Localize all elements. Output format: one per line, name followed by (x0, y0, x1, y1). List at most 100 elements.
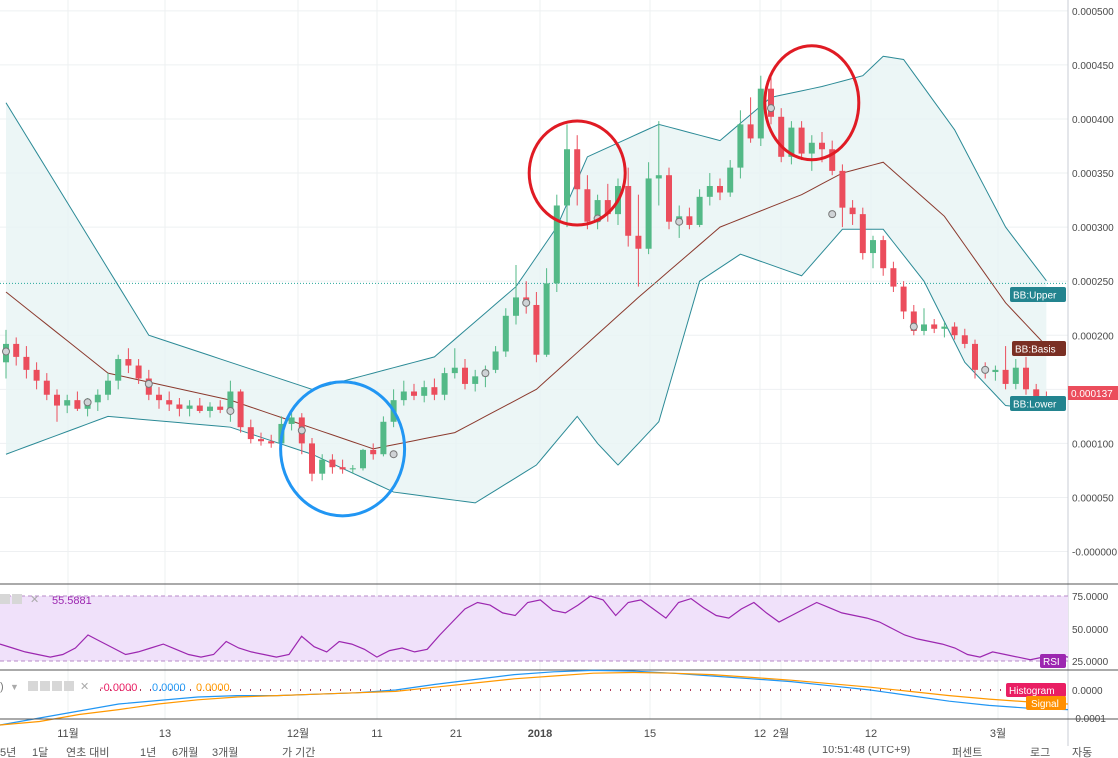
histogram-bar (860, 689, 861, 691)
macd-more-icon[interactable] (64, 681, 74, 691)
time-tick-label: 11 (371, 728, 382, 740)
candle (564, 124, 570, 228)
candle (829, 140, 836, 176)
range-6m-button[interactable]: 6개월 (172, 747, 199, 758)
rsi-tick-label: 75.0000 (1072, 592, 1109, 603)
range-5y-button[interactable]: 5년 (0, 747, 17, 758)
candle (472, 369, 479, 392)
candle (686, 207, 693, 230)
price-axis-ticks[interactable]: 0.000500 0.000450 0.000400 0.000350 0.000300… (1072, 7, 1117, 559)
macd-collapse-icon[interactable]: ) (0, 681, 4, 693)
candle (13, 337, 20, 366)
histogram-bar (750, 689, 751, 691)
candle (931, 319, 938, 334)
candle-body (1033, 389, 1040, 398)
candle-body (513, 297, 519, 316)
price-tick-label: 0.000450 (1072, 61, 1114, 72)
candle-body (329, 459, 336, 468)
histogram-bar (790, 689, 791, 691)
macd-close-icon[interactable]: ✕ (80, 681, 89, 693)
candle (604, 183, 611, 222)
candle (859, 207, 866, 260)
time-tick-label: 12 (865, 728, 877, 740)
candle (196, 397, 203, 414)
macd-eye-icon[interactable] (28, 681, 38, 691)
histogram-bar (490, 689, 491, 691)
histogram-bar (510, 689, 511, 691)
macd-settings-icon[interactable] (40, 681, 50, 691)
histogram-bar (940, 689, 941, 691)
candle-body (186, 405, 193, 409)
candle (176, 397, 183, 417)
histogram-bar (250, 689, 251, 691)
current-price-tag: 0.000137 (1068, 386, 1118, 400)
candle-body (666, 175, 672, 222)
rsi-close-icon[interactable]: ✕ (30, 594, 39, 606)
range-1y-button[interactable]: 1년 (140, 747, 157, 758)
histogram-bar (880, 689, 881, 691)
log-toggle[interactable]: 로그 (1030, 747, 1051, 758)
histogram-bar (1000, 689, 1001, 691)
candle-body (227, 391, 234, 410)
histogram-bar (300, 689, 301, 691)
candle (502, 308, 509, 357)
candle-body (115, 359, 122, 381)
candle (370, 443, 377, 460)
time-tick-label: 11월 (57, 727, 79, 740)
candle-body (258, 439, 264, 442)
candle-body (553, 205, 560, 284)
date-range-button[interactable]: 가 기간 (282, 747, 316, 758)
histogram-tag-label: Histogram (1009, 686, 1055, 697)
bb-basis-tag: BB:Basis (1012, 341, 1066, 356)
macd-chevron-icon[interactable]: ▼ (10, 682, 19, 692)
candle (533, 292, 540, 363)
range-ytd-button[interactable]: 연초 대비 (66, 747, 110, 758)
rsi-axis-ticks: 75.0000 50.0000 25.0000 (1072, 592, 1109, 668)
macd-signal-value: 0.0000 (196, 682, 230, 694)
histogram-bar (340, 689, 341, 691)
histogram-bar (270, 689, 271, 691)
candle-body (441, 373, 448, 395)
histogram-bar (120, 689, 121, 691)
candle (349, 465, 356, 474)
candle (768, 73, 774, 125)
macd-add-icon[interactable] (52, 681, 62, 691)
range-3m-button[interactable]: 3개월 (212, 747, 239, 758)
histogram-bar (930, 689, 931, 691)
candle-body (349, 468, 356, 470)
candle-body (819, 142, 825, 150)
price-tick-label: 0.000200 (1072, 331, 1114, 342)
histogram-bar (220, 689, 221, 691)
candle-body (972, 343, 978, 370)
candle (115, 354, 122, 390)
range-1m-button[interactable]: 1달 (32, 747, 49, 758)
candle-body (849, 207, 856, 215)
histogram-bar (140, 689, 141, 691)
candle (74, 391, 81, 411)
candle-body (706, 186, 713, 197)
candle (706, 173, 713, 206)
candle (237, 389, 244, 433)
bb-band-fill (6, 56, 1047, 503)
event-marker (481, 369, 490, 378)
price-tick-label: -0.000000 (1072, 548, 1117, 559)
candle-body (951, 326, 958, 336)
candle (798, 121, 805, 161)
candle-body (421, 387, 428, 396)
percent-toggle[interactable]: 퍼센트 (952, 747, 983, 758)
rsi-settings-icon[interactable] (0, 594, 10, 604)
candle (635, 194, 642, 287)
macd-tick-label: 0.0000 (1072, 686, 1103, 697)
candle-body (268, 441, 275, 444)
time-axis-ticks[interactable]: 11월 13 12월 11 21 2018 15 12 2월 12 3월 (57, 727, 1006, 740)
candle (900, 281, 907, 320)
rsi-add-icon[interactable] (12, 594, 22, 604)
candle-body (747, 124, 754, 139)
histogram-bar (920, 689, 921, 691)
candle (747, 97, 754, 143)
auto-toggle[interactable]: 자동 (1072, 747, 1093, 758)
histogram-bar (470, 689, 471, 691)
rsi-tag: RSI (1040, 654, 1066, 668)
event-marker (522, 298, 531, 307)
